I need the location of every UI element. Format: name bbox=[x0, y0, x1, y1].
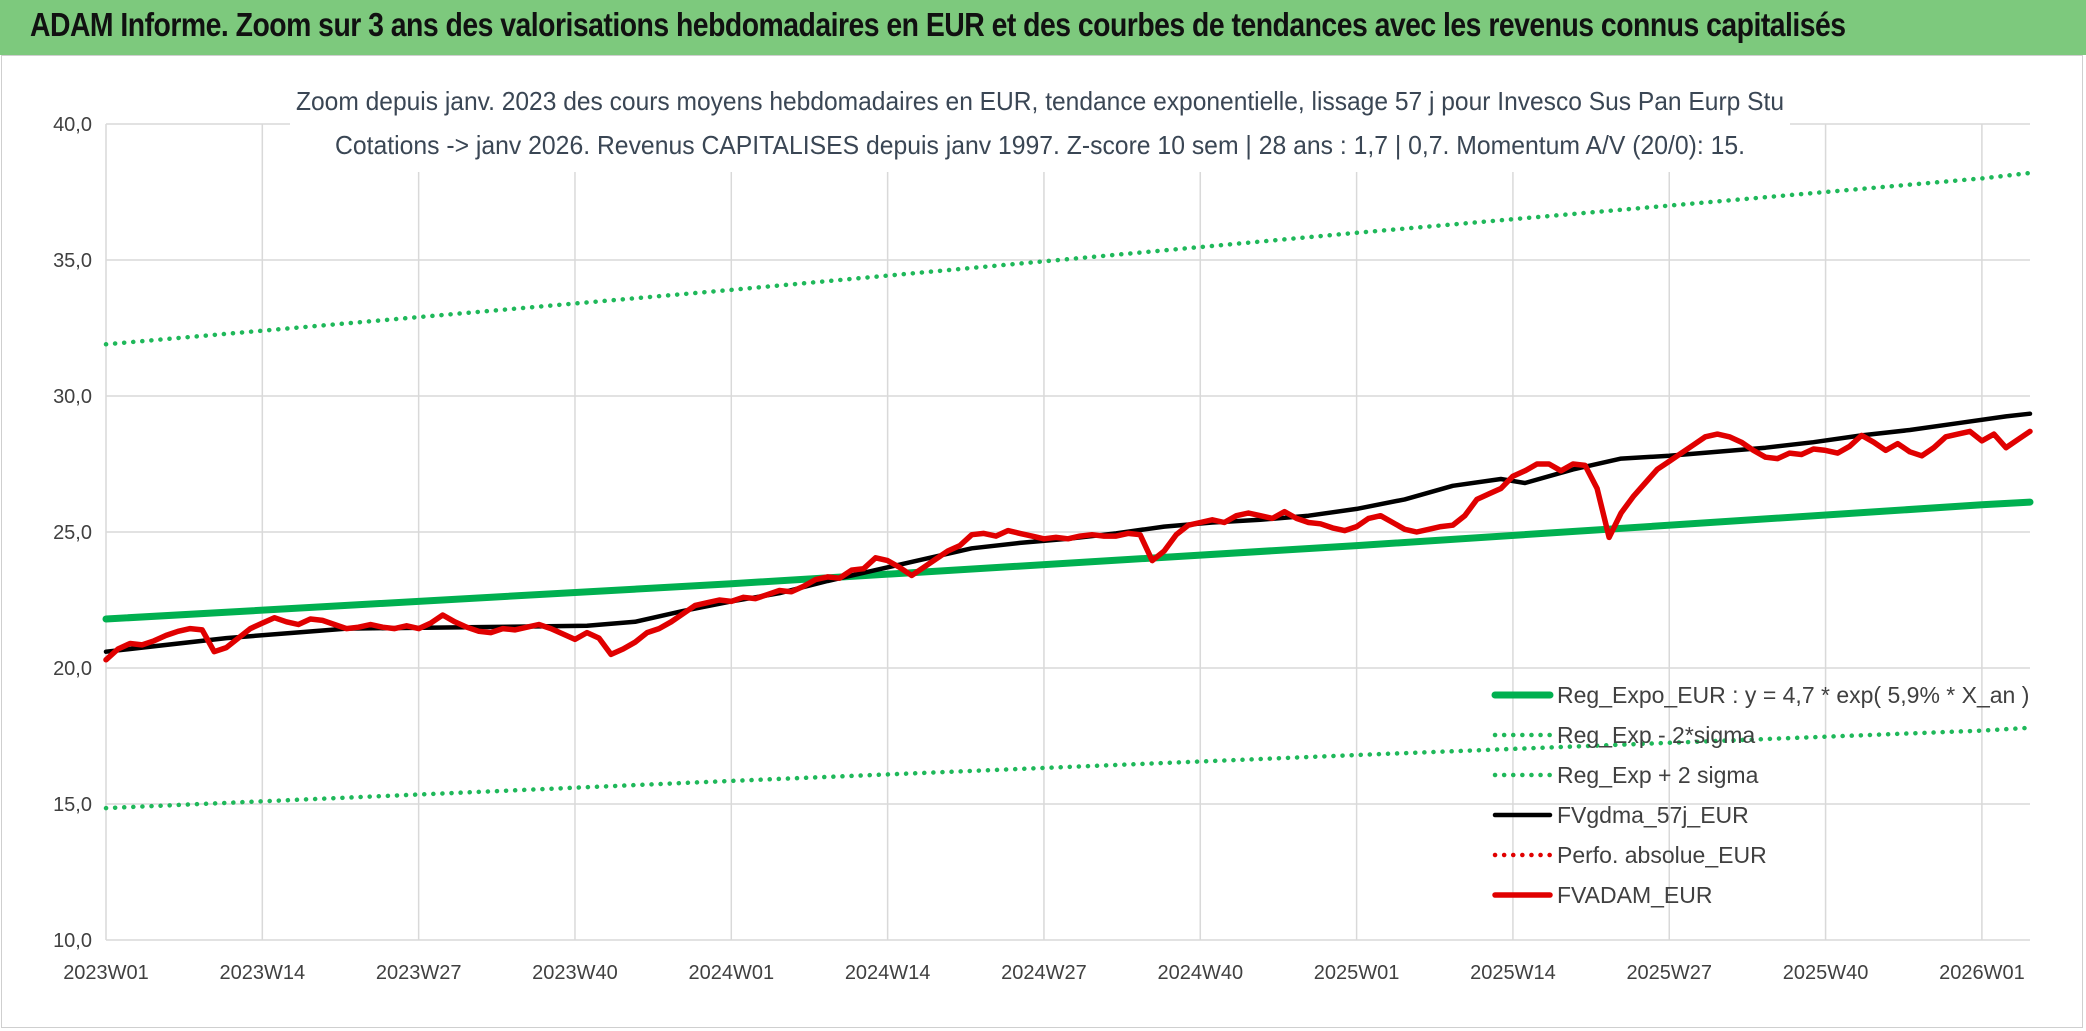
x-tick-label: 2025W27 bbox=[1626, 962, 1712, 984]
series-line-0 bbox=[102, 498, 2034, 623]
x-tick-label: 2024W14 bbox=[845, 962, 931, 984]
x-tick-label: 2025W01 bbox=[1314, 962, 1400, 984]
x-tick-label: 2025W14 bbox=[1470, 962, 1556, 984]
y-tick-label: 30,0 bbox=[53, 386, 92, 408]
chart-title: Zoom depuis janv. 2023 des cours moyens … bbox=[296, 86, 1784, 116]
y-tick-label: 15,0 bbox=[53, 794, 92, 816]
x-tick-label: 2023W01 bbox=[63, 962, 149, 984]
y-tick-label: 35,0 bbox=[53, 250, 92, 272]
axes: 10,0 15,0 20,0 25,0 30,0 35,0 40,0 2023W01 2023W… bbox=[53, 114, 2025, 984]
x-tick-label: 2025W40 bbox=[1783, 962, 1869, 984]
series-line-3 bbox=[103, 411, 2033, 654]
y-tick-label: 25,0 bbox=[53, 522, 92, 544]
y-tick-label: 40,0 bbox=[53, 114, 92, 136]
legend-label: FVADAM_EUR bbox=[1557, 882, 1713, 908]
y-tick-label: 20,0 bbox=[53, 658, 92, 680]
series-line-5 bbox=[103, 428, 2033, 663]
chart-subtitle: Cotations -> janv 2026. Revenus CAPITALI… bbox=[335, 130, 1745, 160]
series-lines bbox=[102, 170, 2034, 811]
series-line-2 bbox=[103, 170, 2033, 347]
legend-label: Reg_Exp - 2*sigma bbox=[1557, 722, 1755, 748]
title-background bbox=[290, 80, 1790, 172]
series-line-1 bbox=[103, 725, 2033, 811]
legend-label: FVgdma_57j_EUR bbox=[1557, 802, 1749, 828]
x-tick-label: 2026W01 bbox=[1939, 962, 2025, 984]
x-tick-label: 2024W40 bbox=[1157, 962, 1243, 984]
x-tick-label: 2023W27 bbox=[376, 962, 462, 984]
report-title: ADAM Informe. Zoom sur 3 ans des valoris… bbox=[30, 6, 1846, 43]
y-tick-label: 10,0 bbox=[53, 930, 92, 952]
x-tick-label: 2023W40 bbox=[532, 962, 618, 984]
legend-label: Reg_Expo_EUR : y = 4,7 * exp( 5,9% * X_a… bbox=[1557, 682, 2029, 708]
x-tick-label: 2023W14 bbox=[220, 962, 306, 984]
chart-frame bbox=[1, 55, 2083, 1028]
legend-label: Reg_Exp + 2 sigma bbox=[1557, 762, 1759, 788]
legend-label: Perfo. absolue_EUR bbox=[1557, 842, 1767, 868]
x-tick-label: 2024W27 bbox=[1001, 962, 1087, 984]
legend: Reg_Expo_EUR : y = 4,7 * exp( 5,9% * X_a… bbox=[1491, 682, 2029, 908]
x-tick-label: 2024W01 bbox=[688, 962, 774, 984]
report-banner: ADAM Informe. Zoom sur 3 ans des valoris… bbox=[0, 0, 2086, 55]
